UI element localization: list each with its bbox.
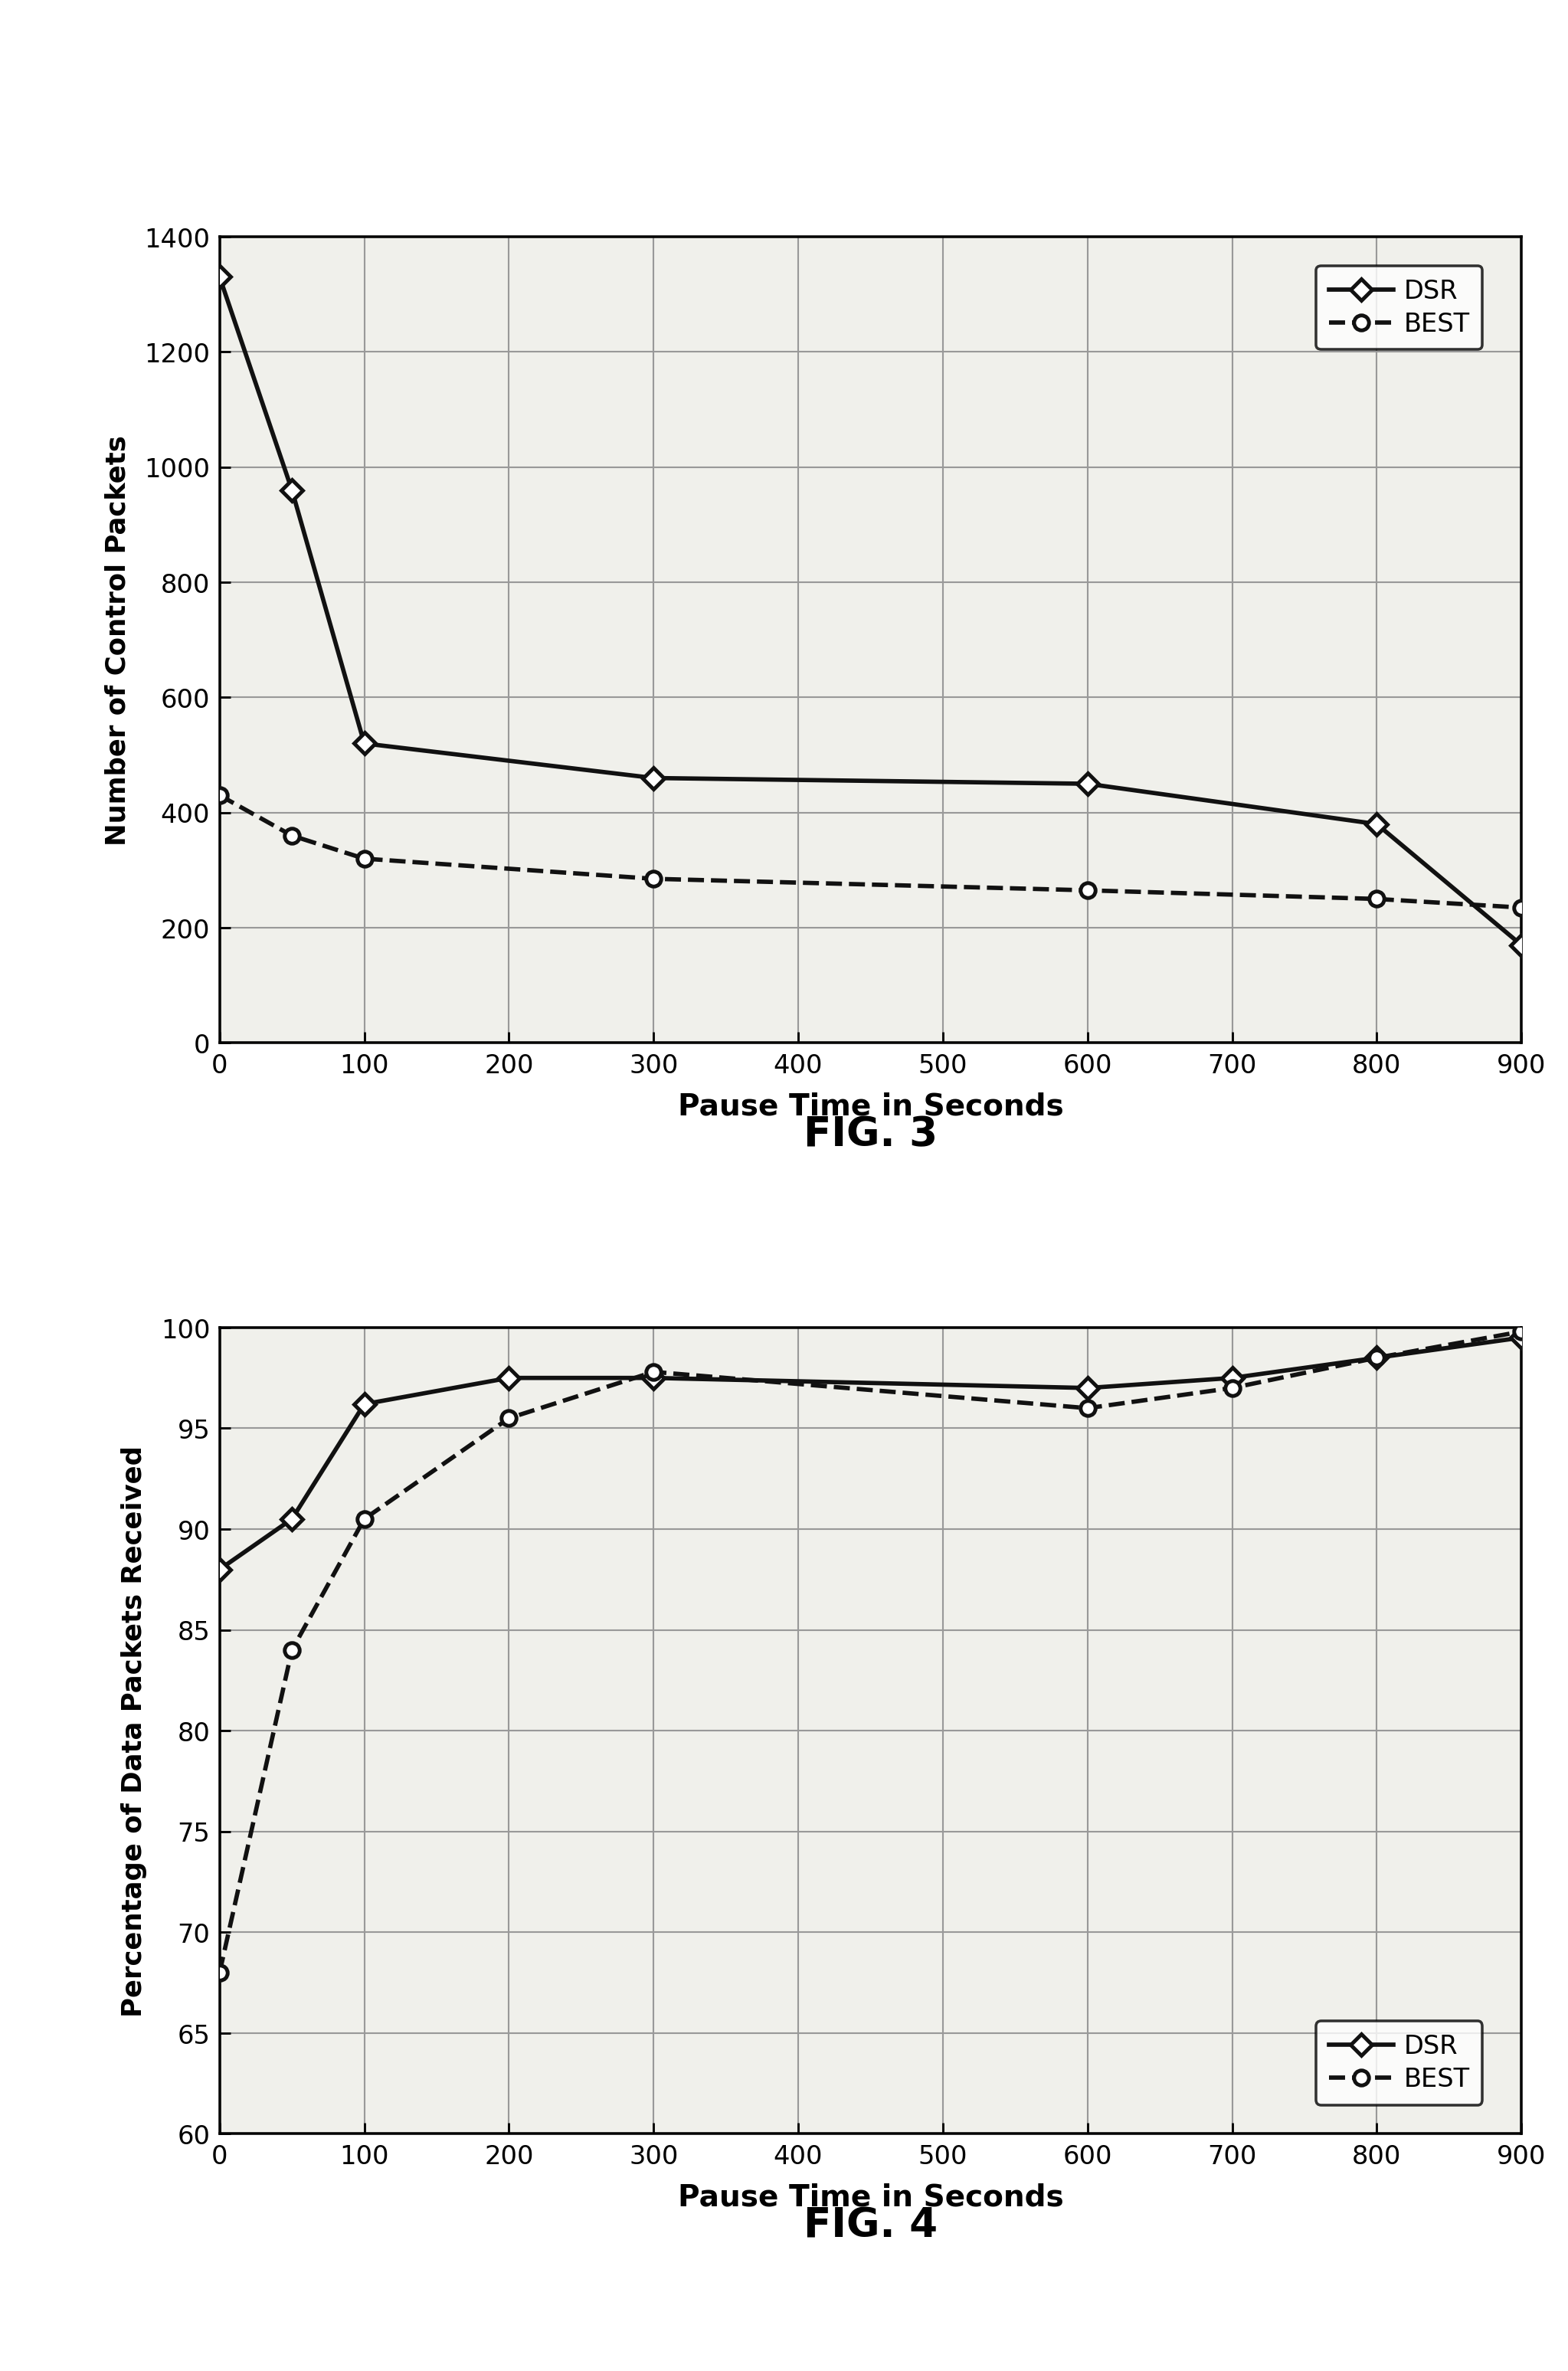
Line: BEST: BEST <box>212 787 1529 915</box>
Legend: DSR, BEST: DSR, BEST <box>1316 266 1482 351</box>
DSR <box>210 263 229 292</box>
Legend: DSR, BEST: DSR, BEST <box>1316 2020 1482 2105</box>
DSR <box>1367 1344 1386 1373</box>
Line: DSR: DSR <box>212 1330 1529 1577</box>
Y-axis label: Number of Control Packets: Number of Control Packets <box>105 434 130 846</box>
DSR <box>1512 932 1530 960</box>
Line: DSR: DSR <box>212 270 1529 953</box>
BEST <box>644 865 663 894</box>
BEST <box>1077 877 1096 906</box>
DSR <box>282 477 301 505</box>
BEST <box>354 844 373 873</box>
BEST <box>1512 894 1530 922</box>
Text: FIG. 4: FIG. 4 <box>803 2205 938 2245</box>
BEST <box>1367 884 1386 913</box>
BEST <box>644 1359 663 1387</box>
Y-axis label: Percentage of Data Packets Received: Percentage of Data Packets Received <box>121 1446 147 2015</box>
DSR <box>1077 1373 1096 1401</box>
BEST <box>282 823 301 851</box>
DSR <box>1512 1323 1530 1351</box>
X-axis label: Pause Time in Seconds: Pause Time in Seconds <box>677 2181 1063 2212</box>
DSR <box>210 1555 229 1584</box>
Text: FIG. 3: FIG. 3 <box>803 1114 938 1155</box>
BEST <box>210 1958 229 1987</box>
DSR <box>354 730 373 759</box>
BEST <box>1512 1318 1530 1347</box>
DSR <box>644 1363 663 1392</box>
DSR <box>1223 1363 1242 1392</box>
DSR <box>644 763 663 792</box>
DSR <box>282 1506 301 1534</box>
BEST <box>282 1636 301 1664</box>
BEST <box>499 1404 517 1432</box>
DSR <box>1077 771 1096 799</box>
BEST <box>1367 1344 1386 1373</box>
BEST <box>354 1506 373 1534</box>
BEST <box>1077 1394 1096 1423</box>
DSR <box>1367 811 1386 839</box>
DSR <box>499 1363 517 1392</box>
X-axis label: Pause Time in Seconds: Pause Time in Seconds <box>677 1091 1063 1121</box>
BEST <box>210 782 229 811</box>
Line: BEST: BEST <box>212 1325 1529 1980</box>
DSR <box>354 1389 373 1418</box>
BEST <box>1223 1373 1242 1401</box>
